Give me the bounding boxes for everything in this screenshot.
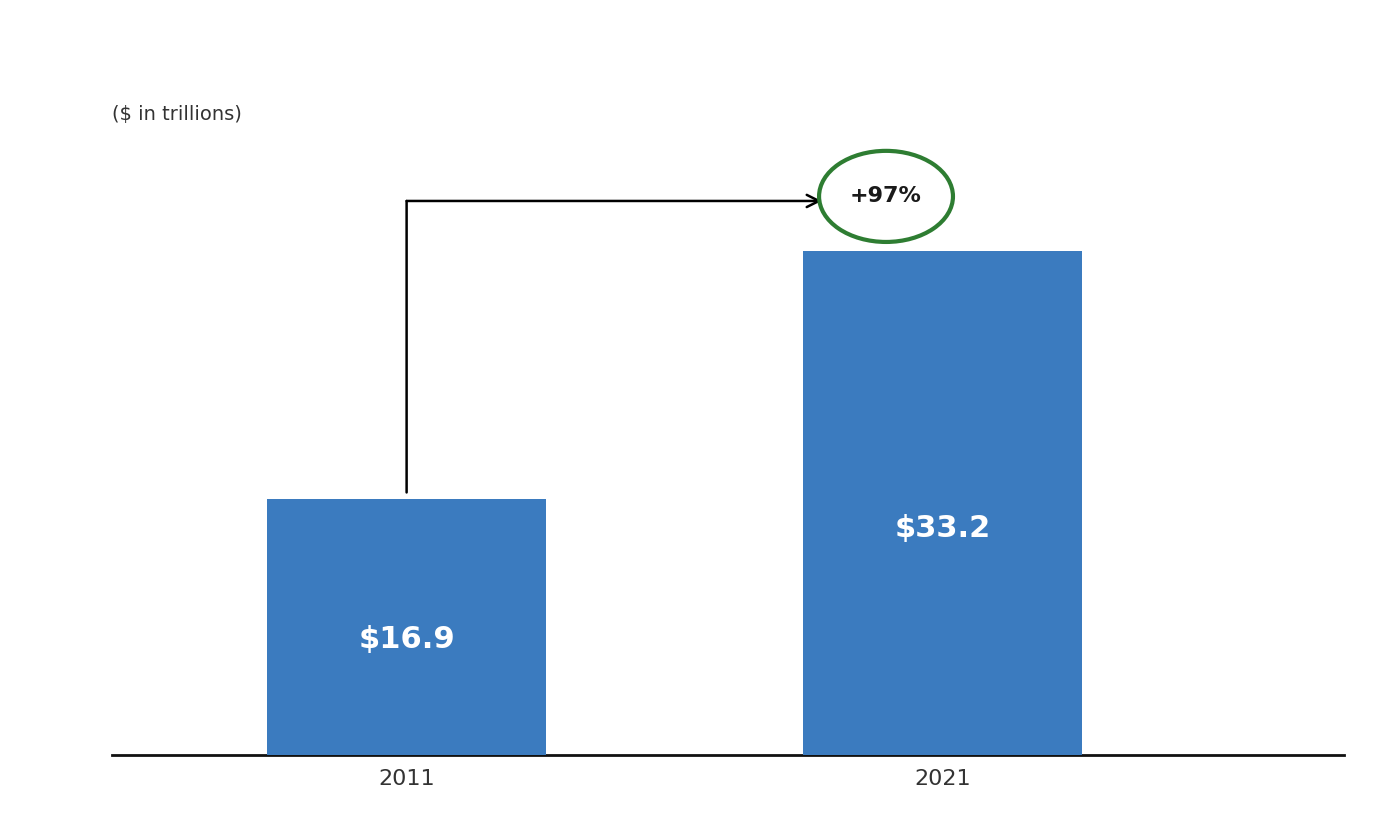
Text: +97%: +97% <box>850 186 923 206</box>
Text: $33.2: $33.2 <box>895 513 990 543</box>
Text: $16.9: $16.9 <box>358 625 455 654</box>
Bar <box>804 251 1082 755</box>
Text: ($ in trillions): ($ in trillions) <box>112 105 242 124</box>
Bar <box>267 498 546 755</box>
Ellipse shape <box>819 151 953 242</box>
Text: ASSETS UNDER CUSTODY IN SECURITIES SERVICES: ASSETS UNDER CUSTODY IN SECURITIES SERVI… <box>35 34 823 62</box>
